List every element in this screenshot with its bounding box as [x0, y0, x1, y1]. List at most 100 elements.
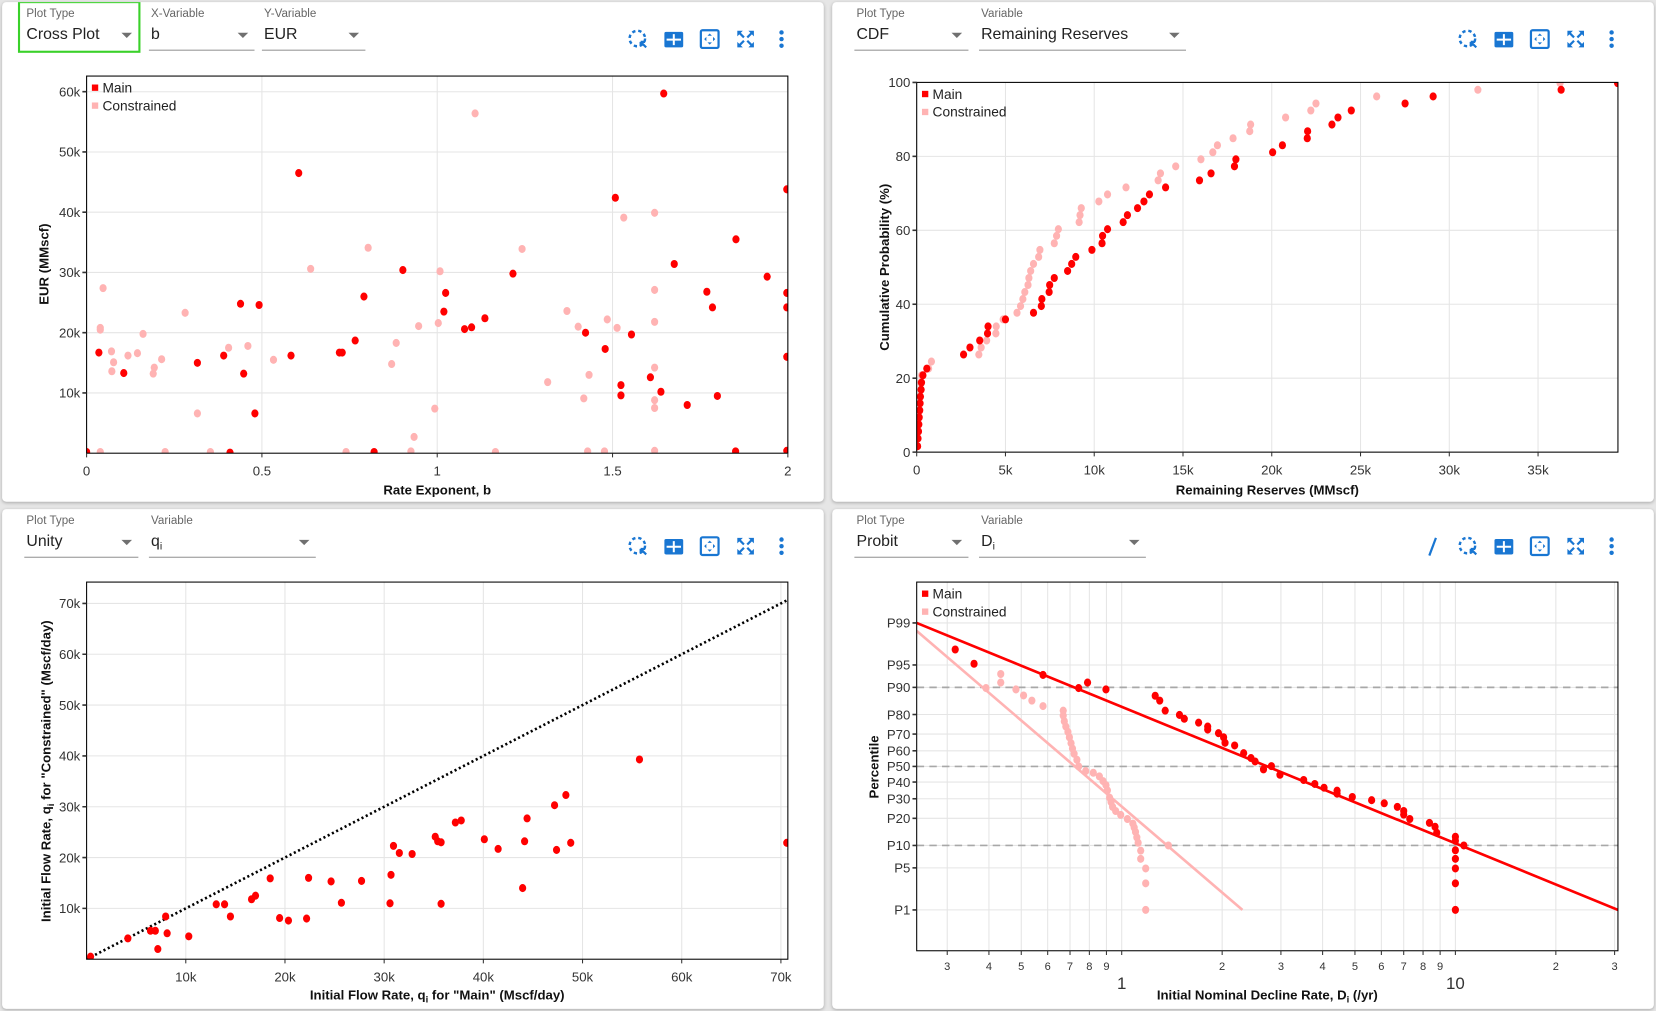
- y-tick-label: 30k: [59, 799, 81, 814]
- plot-border: [86, 581, 789, 960]
- data-point-constrained: [651, 285, 659, 294]
- plot-type-select[interactable]: Plot Type Cross Plot: [24, 2, 138, 51]
- data-point-main: [657, 387, 665, 396]
- data-point-main: [351, 336, 359, 345]
- data-point-main: [521, 837, 529, 846]
- data-point-constrained: [1112, 806, 1120, 815]
- data-point-main: [1133, 204, 1142, 213]
- data-point-main: [1231, 741, 1239, 750]
- data-point-main: [783, 303, 788, 312]
- lasso-select-button[interactable]: [626, 27, 649, 50]
- data-point-main: [387, 870, 395, 879]
- data-point-constrained: [1028, 696, 1036, 705]
- data-point-constrained: [269, 355, 278, 364]
- fit-to-screen-button[interactable]: [698, 27, 721, 50]
- x-tick-label: 6: [1378, 961, 1384, 973]
- fit-line-button[interactable]: [1420, 535, 1443, 558]
- data-point-main: [1098, 231, 1107, 240]
- y-tick-label: P40: [887, 775, 910, 790]
- y-variable-label: Y-Variable: [264, 7, 317, 21]
- data-point-main: [646, 373, 654, 382]
- data-point-main: [1180, 714, 1188, 723]
- plot-type-select[interactable]: Plot Type Probit: [854, 509, 969, 558]
- y-tick-label: P10: [887, 838, 910, 853]
- x-tick-label: 2: [784, 463, 791, 478]
- data-point-constrained: [1307, 106, 1315, 115]
- plot-type-select[interactable]: Plot Type Unity: [24, 509, 139, 558]
- y-variable-select[interactable]: Y-Variable EUR: [261, 2, 366, 51]
- x-tick-label: 5: [1018, 961, 1024, 973]
- x-tick-label: 7: [1401, 961, 1407, 973]
- y-tick-label: 60: [896, 223, 911, 238]
- plot-type-label: Plot Type: [856, 514, 905, 528]
- data-point-main: [86, 447, 91, 454]
- data-point-main: [287, 351, 295, 360]
- data-point-main: [683, 400, 691, 410]
- plot-type-select[interactable]: Plot Type CDF: [854, 2, 969, 51]
- data-point-constrained: [1103, 786, 1111, 795]
- caret-down-icon: [1169, 32, 1180, 39]
- data-point-main: [732, 235, 740, 244]
- variable-select[interactable]: Variable Di: [979, 509, 1146, 558]
- fit-to-screen-button[interactable]: [698, 535, 721, 558]
- variable-select[interactable]: Variable qi: [148, 509, 316, 558]
- data-point-main: [1240, 749, 1248, 758]
- table-icon: [664, 31, 684, 48]
- y-tick-label: P30: [887, 792, 910, 807]
- more-options-button[interactable]: [770, 27, 793, 50]
- data-point-main: [1303, 134, 1311, 143]
- data-point-main: [783, 352, 788, 361]
- plot-area: 10k 20k 30k 40k 50k 60k 70k 10k 20k 30k 40k 50k 60k 7…: [59, 581, 792, 984]
- data-point-main: [713, 391, 721, 400]
- data-point-main: [437, 838, 445, 847]
- data-point-constrained: [997, 678, 1005, 687]
- y-axis-label: Percentile: [867, 735, 882, 798]
- table-view-button[interactable]: [662, 27, 685, 50]
- x-tick-label: 3: [1612, 961, 1618, 973]
- plot-type-label: Plot Type: [26, 7, 75, 21]
- data-point-constrained: [585, 370, 593, 379]
- fit-to-screen-icon: [1529, 536, 1550, 557]
- more-options-button[interactable]: [1600, 27, 1623, 50]
- unity-chart[interactable]: Initial Flow Rate, qi for "Main" (Mscf/d…: [2, 509, 824, 1009]
- data-point-main: [627, 330, 636, 339]
- y-tick-label: 40k: [59, 749, 81, 764]
- x-variable-select[interactable]: X-Variable b: [148, 2, 255, 51]
- data-point-main: [185, 932, 193, 941]
- fit-to-screen-button[interactable]: [1528, 535, 1551, 558]
- table-view-button[interactable]: [1492, 27, 1515, 50]
- more-options-button[interactable]: [770, 535, 793, 558]
- cross-plot-chart[interactable]: Rate Exponent, b EUR (MMscf) 0 0.5 1 1.5 2 10…: [2, 2, 824, 502]
- fullscreen-button[interactable]: [1564, 27, 1587, 50]
- data-point-constrained: [1050, 239, 1058, 248]
- fullscreen-button[interactable]: [734, 27, 757, 50]
- cdf-chart[interactable]: Remaining Reserves (MMscf) Cumulative Pr…: [832, 2, 1654, 502]
- lasso-select-button[interactable]: [1456, 27, 1479, 50]
- table-view-button[interactable]: [1492, 535, 1515, 558]
- more-options-button[interactable]: [1600, 535, 1623, 558]
- probit-chart[interactable]: Initial Nominal Decline Rate, Di (/yr) P…: [832, 509, 1654, 1009]
- y-tick-label: 50k: [59, 145, 81, 160]
- more-vert-icon: [779, 537, 784, 556]
- lasso-select-button[interactable]: [626, 535, 649, 558]
- y-tick-label: P5: [894, 861, 910, 876]
- variable-label: Variable: [151, 514, 193, 528]
- variable-select[interactable]: Variable Remaining Reserves: [979, 2, 1187, 51]
- data-point-constrained: [1246, 127, 1254, 136]
- data-point-main: [480, 835, 488, 844]
- data-point-main: [124, 934, 132, 943]
- fullscreen-icon: [737, 537, 754, 555]
- data-point-constrained: [1247, 120, 1255, 129]
- fullscreen-button[interactable]: [734, 535, 757, 558]
- fit-to-screen-button[interactable]: [1528, 27, 1551, 50]
- data-point-main: [1068, 259, 1076, 268]
- fullscreen-button[interactable]: [1564, 535, 1587, 558]
- data-point-main: [1425, 818, 1434, 827]
- table-view-button[interactable]: [662, 535, 685, 558]
- y-tick-label: 0: [903, 445, 910, 460]
- legend-swatch-constrained: [91, 102, 99, 109]
- data-point-constrained: [651, 446, 659, 454]
- data-point-main: [1259, 765, 1268, 774]
- lasso-select-button[interactable]: [1456, 535, 1479, 558]
